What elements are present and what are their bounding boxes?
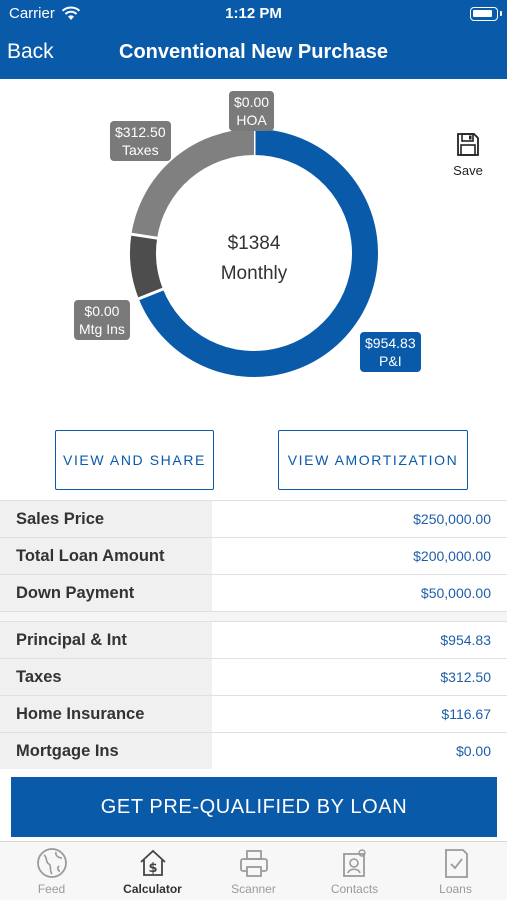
tab-scanner[interactable]: Scanner: [203, 846, 304, 896]
tab-contacts[interactable]: Contacts: [304, 846, 405, 896]
tab-label: Loans: [439, 882, 472, 896]
donut-slice-mtg-ins[interactable]: [130, 234, 164, 299]
pi-value: $954.83: [365, 335, 416, 351]
tab-feed[interactable]: Feed: [1, 846, 102, 896]
donut-chart: [130, 128, 378, 377]
mtg-ins-callout: $0.00 Mtg Ins: [74, 300, 130, 340]
tab-label: Contacts: [330, 882, 379, 896]
save-icon: [457, 133, 479, 156]
globe-icon: [36, 848, 67, 878]
printer-icon: [239, 850, 268, 877]
chart-total: $1384: [227, 233, 281, 254]
tab-calculator[interactable]: $ Calculator: [102, 846, 203, 896]
table-row: Down Payment $50,000.00: [0, 574, 507, 611]
table-row: Taxes $312.50: [0, 658, 507, 695]
svg-text:$: $: [148, 861, 157, 876]
taxes-name: Taxes: [122, 142, 159, 158]
table-row: Principal & Int $954.83: [0, 621, 507, 658]
mtg-ins-name: Mtg Ins: [79, 321, 125, 337]
table-row: Home Insurance $116.67: [0, 695, 507, 732]
row-value[interactable]: $116.67: [441, 706, 491, 722]
view-amortization-button[interactable]: VIEW AMORTIZATION: [278, 430, 468, 490]
tab-bar: Feed $ Calculator Scanner Contacts Lo: [0, 841, 507, 900]
slice-separator: [137, 287, 165, 301]
row-label: Home Insurance: [0, 696, 212, 732]
donut-slice-p-i[interactable]: [138, 129, 378, 377]
donut-slice-taxes[interactable]: [131, 129, 255, 239]
row-value[interactable]: $954.83: [440, 632, 491, 648]
row-value[interactable]: $50,000.00: [420, 585, 491, 601]
save-label: Save: [453, 163, 483, 178]
tab-label: Calculator: [123, 882, 182, 896]
status-time: 1:12 PM: [225, 5, 282, 22]
page-title: Conventional New Purchase: [119, 41, 388, 63]
row-value[interactable]: $200,000.00: [413, 548, 491, 564]
hoa-value: $0.00: [234, 94, 270, 110]
nav-bar: Back Conventional New Purchase: [0, 30, 507, 79]
tab-label: Scanner: [231, 882, 276, 896]
row-label: Total Loan Amount: [0, 538, 212, 574]
pi-name: P&I: [379, 353, 402, 369]
table-row: Sales Price $250,000.00: [0, 500, 507, 537]
carrier-label: Carrier: [9, 5, 55, 22]
tab-label: Feed: [37, 882, 66, 896]
row-label: Principal & Int: [0, 622, 212, 658]
table-row: Total Loan Amount $200,000.00: [0, 537, 507, 574]
payment-chart: $1384 Monthly $0.00 HOA $312.50 Taxes $0…: [0, 79, 507, 419]
hoa-callout: $0.00 HOA: [229, 91, 275, 131]
table-row: Mortgage Ins $0.00: [0, 732, 507, 769]
taxes-callout: $312.50 Taxes: [110, 121, 171, 161]
view-and-share-button[interactable]: VIEW AND SHARE: [55, 430, 214, 490]
section-divider: [0, 611, 507, 621]
mtg-ins-value: $0.00: [84, 303, 120, 319]
status-bar: Carrier 1:12 PM: [0, 0, 507, 30]
contacts-icon: [342, 849, 366, 877]
slice-separator: [130, 232, 159, 240]
hoa-name: HOA: [236, 112, 267, 128]
calculator-house-icon: $: [139, 849, 166, 876]
row-label: Down Payment: [0, 575, 212, 611]
row-label: Mortgage Ins: [0, 733, 212, 769]
header: Carrier 1:12 PM Back Conventional New Pu…: [0, 0, 507, 79]
document-check-icon: [444, 849, 468, 878]
back-button[interactable]: Back: [7, 40, 54, 63]
chart-subtitle: Monthly: [220, 263, 288, 284]
wifi-icon: [61, 6, 81, 20]
tab-loans[interactable]: Loans: [405, 846, 506, 896]
row-label: Sales Price: [0, 501, 212, 537]
get-pre-qualified-button[interactable]: GET PRE-QUALIFIED BY LOAN: [11, 777, 497, 837]
row-value[interactable]: $250,000.00: [413, 511, 491, 527]
row-value[interactable]: $312.50: [440, 669, 491, 685]
taxes-value: $312.50: [115, 124, 166, 140]
battery-icon: [470, 7, 502, 21]
save-button[interactable]: Save: [451, 132, 485, 178]
pi-callout: $954.83 P&I: [360, 332, 421, 372]
row-label: Taxes: [0, 659, 212, 695]
row-value[interactable]: $0.00: [455, 743, 491, 759]
